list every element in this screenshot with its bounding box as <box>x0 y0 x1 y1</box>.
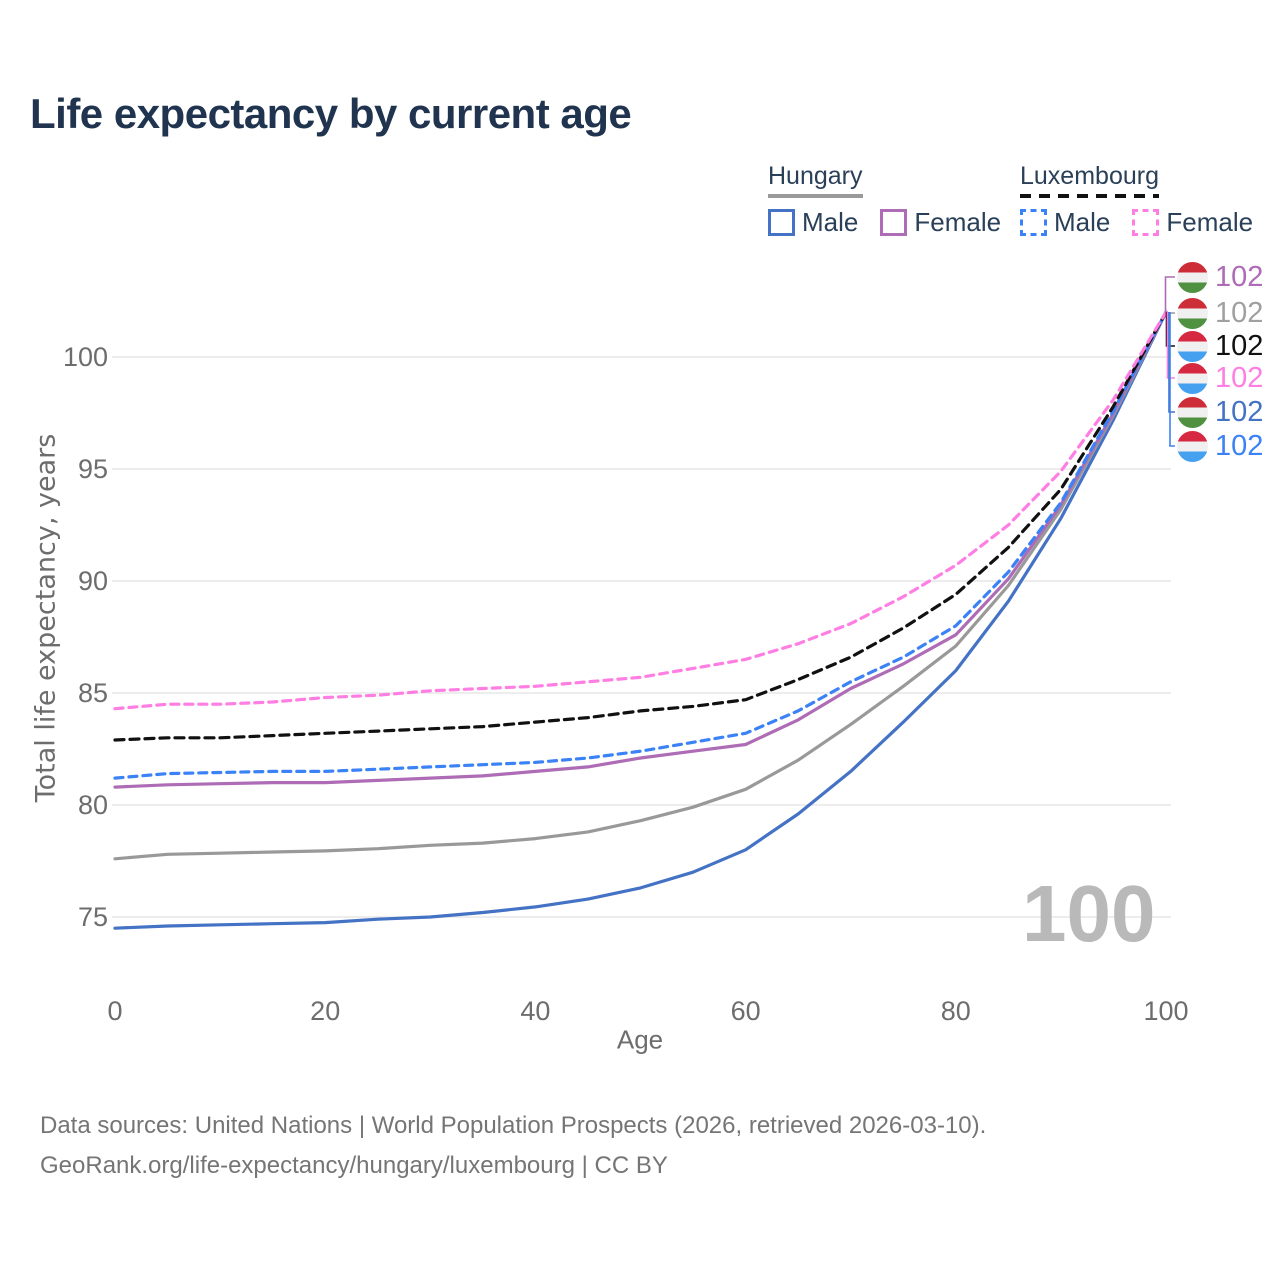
legend-items: Male Female <box>768 207 1001 238</box>
end-label-hungary-total: 102 <box>1177 297 1263 330</box>
dashed-line-swatch <box>1020 194 1159 198</box>
end-value: 102 <box>1215 396 1264 428</box>
attribution-line: GeoRank.org/life-expectancy/hungary/luxe… <box>40 1152 668 1179</box>
end-label-luxembourg-total: 102 <box>1177 330 1263 363</box>
legend-swatch-dashed <box>1020 209 1047 236</box>
y-tick-label: 85 <box>78 678 108 708</box>
luxembourg-flag-icon <box>1177 363 1208 394</box>
end-label-leader <box>1166 312 1175 379</box>
legend-item-luxembourg-male[interactable]: Male <box>1020 207 1110 238</box>
luxembourg-flag-icon <box>1177 431 1208 462</box>
x-axis-title: Age <box>616 1024 664 1055</box>
legend-group-hungary: Hungary Male Female <box>768 162 1001 238</box>
y-tick-label: 95 <box>78 454 108 484</box>
footer: Data sources: United Nations | World Pop… <box>40 1106 986 1186</box>
end-label-luxembourg-male: 102 <box>1177 430 1263 463</box>
end-label-leader <box>1164 276 1175 312</box>
legend-country-luxembourg[interactable]: Luxembourg <box>1020 162 1159 198</box>
hungary-flag-icon <box>1177 298 1208 329</box>
end-value: 102 <box>1215 297 1264 329</box>
end-value: 102 <box>1215 261 1264 293</box>
end-label-hungary-male: 102 <box>1177 396 1263 429</box>
y-axis-title: Total life expectancy, years <box>30 433 62 803</box>
y-tick-label: 100 <box>63 342 108 372</box>
series-hungary-female <box>113 310 1168 789</box>
end-value: 102 <box>1215 430 1264 462</box>
x-tick-label: 80 <box>941 996 971 1026</box>
end-value: 102 <box>1215 362 1264 394</box>
x-tick-label: 100 <box>1143 996 1188 1026</box>
solid-line-swatch <box>768 194 863 198</box>
end-label-leader <box>1168 312 1175 413</box>
legend-swatch-dashed <box>1132 209 1160 236</box>
end-label-leader <box>1165 312 1175 347</box>
legend-items: Male Female <box>1020 207 1253 238</box>
series-luxembourg-female <box>113 310 1168 711</box>
legend-swatch-solid <box>768 209 795 236</box>
data-sources-line: Data sources: United Nations | World Pop… <box>40 1112 987 1139</box>
x-tick-label: 40 <box>520 996 550 1026</box>
x-tick-label: 0 <box>107 996 122 1026</box>
legend-swatch-solid <box>880 209 908 236</box>
y-tick-label: 75 <box>78 902 108 932</box>
hungary-flag-icon <box>1177 397 1208 428</box>
age-counter-watermark: 100 <box>1022 869 1156 958</box>
end-label-luxembourg-female: 102 <box>1177 362 1263 395</box>
legend-group-luxembourg: Luxembourg Male Female <box>1020 162 1253 238</box>
end-label-hungary-female: 102 <box>1177 261 1263 294</box>
page-title: Life expectancy by current age <box>30 90 632 137</box>
legend-country-label: Luxembourg <box>1020 162 1159 190</box>
legend-item-hungary-male[interactable]: Male <box>768 207 858 238</box>
legend-country-hungary[interactable]: Hungary <box>768 162 863 198</box>
series-hungary-total <box>113 310 1168 861</box>
legend-item-label: Female <box>1166 207 1254 237</box>
legend-country-label: Hungary <box>768 162 863 190</box>
x-tick-label: 20 <box>310 996 340 1026</box>
series-hungary-male <box>113 310 1168 930</box>
end-label-leader <box>1169 312 1175 447</box>
y-tick-label: 80 <box>78 790 108 820</box>
luxembourg-flag-icon <box>1177 331 1208 362</box>
legend-item-luxembourg-female[interactable]: Female <box>1132 207 1253 238</box>
legend-item-hungary-female[interactable]: Female <box>880 207 1001 238</box>
x-tick-label: 60 <box>731 996 761 1026</box>
legend-item-label: Male <box>1054 207 1111 237</box>
legend-item-label: Male <box>802 207 859 237</box>
legend-item-label: Female <box>914 207 1002 237</box>
series-luxembourg-male <box>113 310 1168 780</box>
y-tick-label: 90 <box>78 566 108 596</box>
series-luxembourg-total <box>113 310 1168 742</box>
end-value: 102 <box>1215 330 1264 362</box>
hungary-flag-icon <box>1177 262 1208 293</box>
